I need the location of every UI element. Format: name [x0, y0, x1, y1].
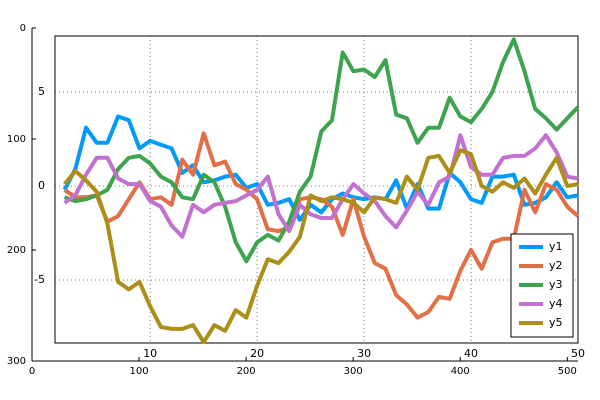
x-tick-label: 200 [237, 366, 256, 377]
plot-frame [54, 35, 579, 344]
y-tick-label: 0 [38, 179, 45, 192]
x-tick-label: 100 [130, 366, 149, 377]
y-tick-label: -5 [34, 273, 45, 286]
x-tick-label: 40 [464, 347, 478, 360]
legend-label: y4 [549, 297, 563, 310]
x-tick-label: 30 [357, 347, 371, 360]
series-line [63, 148, 579, 345]
x-tick-label: 20 [250, 347, 264, 360]
legend-label: y1 [549, 240, 563, 253]
legend-label: y2 [549, 259, 563, 272]
y-tick-label: 5 [38, 85, 45, 98]
x-tick-label: 50 [571, 347, 585, 360]
x-tick-label: 400 [451, 366, 470, 377]
y-tick-label: 200 [7, 245, 26, 256]
legend-label: y3 [549, 278, 563, 291]
series-line [63, 133, 579, 239]
x-tick-label: 500 [558, 366, 577, 377]
y-tick-label: 0 [20, 23, 26, 34]
y-tick-label: 300 [7, 356, 26, 367]
x-tick-label: 10 [143, 347, 157, 360]
x-tick-label: 300 [344, 366, 363, 377]
x-tick-label: 0 [29, 366, 35, 377]
series-line [63, 37, 580, 264]
legend-label: y5 [549, 316, 563, 329]
y-tick-label: 100 [7, 134, 26, 145]
